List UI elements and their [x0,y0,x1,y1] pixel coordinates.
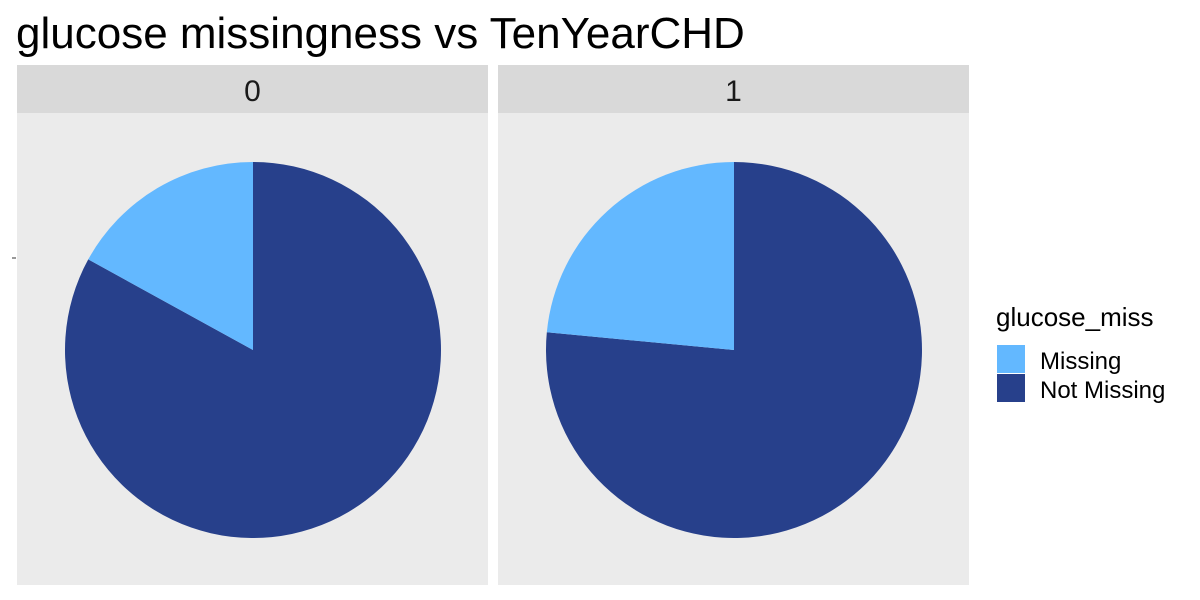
facet-panel-0: 0 [17,65,488,585]
legend-key-missing [997,345,1025,373]
legend-title: glucose_miss [996,302,1154,332]
legend-key-not-missing [997,374,1025,402]
legend-label-missing: Missing [1040,348,1121,375]
legend-label-not-missing: Not Missing [1040,377,1165,404]
facet-strip [17,65,488,113]
facet-strip-label: 0 [244,75,261,108]
facet-panel-1: 1 [498,65,969,585]
legend: glucose_miss Missing Not Missing [996,302,1165,404]
chart-title: glucose missingness vs TenYearCHD [16,9,745,58]
facet-strip-label: 1 [725,75,742,108]
pie-slice-missing [88,162,253,350]
pie [64,162,441,538]
pie [545,162,922,538]
facet-strip [498,65,969,113]
pie-slice-missing [546,162,734,350]
pie-slice-not-missing [64,162,441,538]
pie-slice-not-missing [545,162,922,538]
